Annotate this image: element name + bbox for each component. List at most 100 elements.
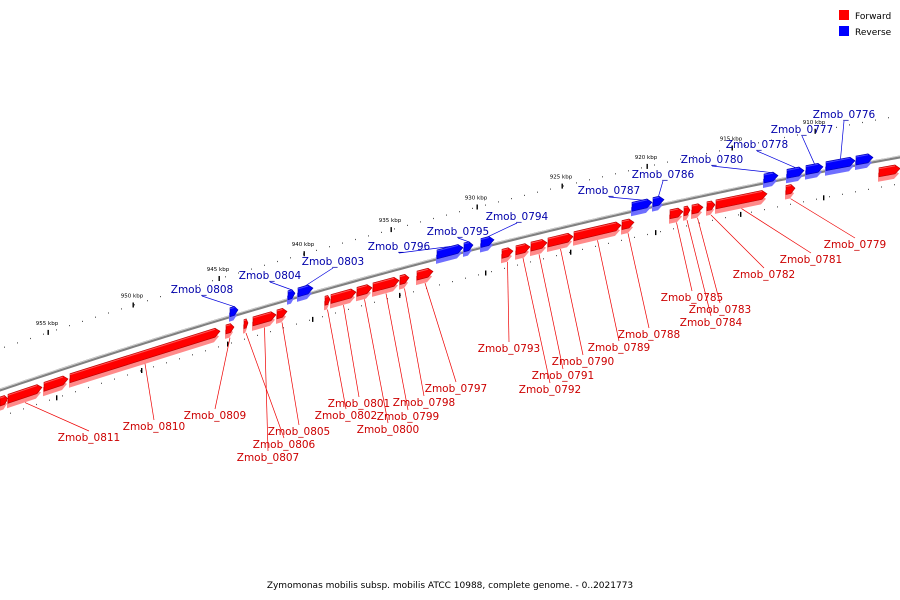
gene-arrow-edge-forward-0[interactable] [878, 164, 900, 182]
gene-arrow-zmob-0788[interactable] [621, 218, 635, 235]
gene-label-zmob-0795[interactable]: Zmob_0795 [427, 226, 489, 243]
gene-label-zmob-0778[interactable]: Zmob_0778 [726, 139, 796, 168]
scale-dot [595, 245, 596, 247]
gene-arrow-zmob-0806[interactable] [243, 318, 249, 334]
gene-arrow-zmob-0801[interactable] [330, 288, 357, 309]
gene-label-zmob-0780[interactable]: Zmob_0780 [681, 154, 772, 173]
gene-label-zmob-0781[interactable]: Zmob_0781 [741, 208, 843, 266]
gene-label-zmob-0788[interactable]: Zmob_0788 [618, 233, 680, 341]
gene-arrow-zmob-0776[interactable] [825, 156, 856, 176]
scale-dot [654, 164, 655, 166]
scale-dot [147, 300, 148, 302]
gene-arrow-zmob-0790[interactable] [547, 232, 574, 252]
gene-label-zmob-0811[interactable]: Zmob_0811 [24, 402, 120, 444]
scale-dot [543, 258, 544, 260]
gene-label-zmob-0798[interactable]: Zmob_0798 [393, 288, 455, 409]
gene-arrow-zmob-0810[interactable] [69, 327, 221, 388]
gene-arrow-zmob-0789[interactable] [573, 221, 622, 246]
gene-label-zmob-0797[interactable]: Zmob_0797 [424, 282, 487, 395]
gene-arrow-zmob-0785[interactable] [669, 207, 684, 224]
gene-arrow-zmob-0783[interactable] [691, 203, 704, 219]
gene-arrow-zmob-0786[interactable] [652, 195, 665, 212]
gene-label-zmob-0794[interactable]: Zmob_0794 [486, 211, 549, 238]
gene-arrow-zmob-0800[interactable] [356, 284, 373, 302]
scale-dot [225, 276, 226, 278]
gene-arrow-zmob-0811[interactable] [7, 384, 43, 409]
gene-label-zmob-0807[interactable]: Zmob_0807 [237, 327, 299, 464]
gene-arrow-zmob-0802[interactable] [324, 295, 331, 311]
gene-label-zmob-0806[interactable]: Zmob_0806 [245, 332, 316, 451]
gene-label-zmob-0789[interactable]: Zmob_0789 [588, 240, 650, 354]
gene-arrow-zmob-0787[interactable] [631, 198, 653, 217]
gene-label-zmob-0783[interactable]: Zmob_0783 [689, 217, 751, 316]
scale-dot [205, 350, 206, 352]
scale-dot [127, 374, 128, 376]
scale-dot [790, 203, 791, 205]
gene-arrow-zmob-0793[interactable] [501, 247, 514, 264]
scale-major-tick [141, 368, 143, 373]
scale-dot [95, 316, 96, 318]
scale-dot [647, 233, 648, 236]
scale-dot [797, 134, 798, 136]
gene-arrow-zmob-0798[interactable] [399, 273, 410, 290]
gene-arrow-zmob-0779[interactable] [785, 184, 796, 200]
gene-label-zmob-0803[interactable]: Zmob_0803 [302, 256, 364, 287]
gene-arrow-edge-reverse-0[interactable] [855, 153, 874, 170]
gene-arrow-zmob-0809[interactable] [225, 323, 235, 339]
gene-label-zmob-0799[interactable]: Zmob_0799 [377, 293, 439, 423]
scale-dot [88, 386, 89, 389]
scale-dot [173, 292, 174, 294]
gene-label-zmob-0776[interactable]: Zmob_0776 [813, 109, 876, 159]
gene-label-zmob-0786[interactable]: Zmob_0786 [632, 169, 695, 197]
gene-arrow-zmob-0807[interactable] [252, 311, 277, 331]
gene-label-zmob-0805[interactable]: Zmob_0805 [268, 322, 330, 438]
scale-dot [530, 261, 531, 263]
gene-label-zmob-0777[interactable]: Zmob_0777 [771, 124, 833, 165]
gene-arrow-zmob-0792[interactable] [515, 243, 531, 260]
scale-dot [257, 334, 258, 336]
gene-arrow-zmob-0797[interactable] [416, 267, 434, 286]
gene-arrow-zmob-0796[interactable] [436, 244, 464, 264]
gene-label-zmob-0800[interactable]: Zmob_0800 [357, 299, 419, 436]
gene-label-zmob-0787[interactable]: Zmob_0787 [578, 185, 643, 201]
gene-arrow-zmob-0810-a[interactable] [43, 375, 69, 397]
gene-label-zmob-0792[interactable]: Zmob_0792 [519, 257, 581, 396]
gene-label-zmob-0808[interactable]: Zmob_0808 [171, 284, 235, 307]
scale-dot [114, 378, 115, 380]
gene-label-zmob-0779[interactable]: Zmob_0779 [790, 198, 887, 251]
gene-arrow-zmob-0784[interactable] [683, 205, 691, 221]
gene-label-zmob-0784[interactable]: Zmob_0784 [680, 220, 743, 329]
gene-arrow-zmob-0794[interactable] [480, 236, 495, 253]
gene-labels: Zmob_0811Zmob_0810Zmob_0809Zmob_0806Zmob… [24, 109, 887, 464]
gene-arrow-zmob-0811-a[interactable] [0, 395, 9, 412]
gene-label-zmob-0810[interactable]: Zmob_0810 [123, 363, 185, 433]
gene-arrow-zmob-0777[interactable] [805, 162, 824, 180]
legend-swatch-reverse [839, 26, 849, 36]
gene-label-zmob-0802[interactable]: Zmob_0802 [315, 309, 377, 422]
gene-arrow-zmob-0805[interactable] [276, 307, 288, 324]
gene-label-zmob-0809[interactable]: Zmob_0809 [184, 337, 246, 422]
gene-label-text-zmob-0800: Zmob_0800 [357, 424, 419, 436]
scale-dot [517, 264, 518, 266]
gene-label-zmob-0796[interactable]: Zmob_0796 [368, 241, 451, 254]
gene-label-zmob-0793[interactable]: Zmob_0793 [478, 261, 540, 355]
scale-dot [452, 281, 453, 283]
gene-label-zmob-0790[interactable]: Zmob_0790 [552, 248, 614, 368]
gene-label-zmob-0785[interactable]: Zmob_0785 [661, 222, 723, 304]
gene-label-zmob-0782[interactable]: Zmob_0782 [710, 214, 795, 281]
gene-arrow-zmob-0781[interactable] [715, 190, 768, 214]
gene-label-text-zmob-0794: Zmob_0794 [486, 211, 549, 223]
gene-label-zmob-0801[interactable]: Zmob_0801 [328, 304, 390, 410]
gene-label-zmob-0804[interactable]: Zmob_0804 [239, 270, 302, 291]
gene-arrow-zmob-0803[interactable] [297, 284, 314, 302]
scale-dot [777, 206, 778, 208]
gene-label-zmob-0791[interactable]: Zmob_0791 [532, 254, 594, 382]
scale-dot [621, 239, 622, 241]
gene-arrow-zmob-0791[interactable] [530, 239, 548, 257]
gene-label-text-zmob-0792: Zmob_0792 [519, 384, 581, 396]
gene-arrow-zmob-0799[interactable] [372, 276, 400, 297]
gene-arrow-zmob-0778[interactable] [786, 166, 805, 184]
gene-arrow-zmob-0782[interactable] [706, 200, 716, 216]
gene-arrow-zmob-0780[interactable] [763, 171, 779, 188]
scale-dot [238, 272, 239, 274]
